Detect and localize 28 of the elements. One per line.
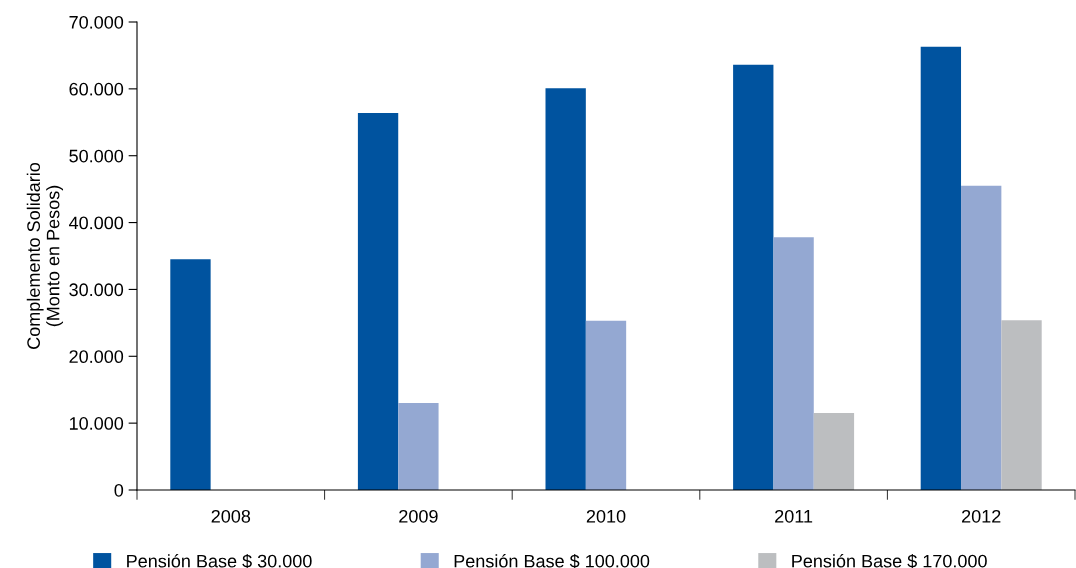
- x-tick-label: 2009: [399, 509, 438, 523]
- legend-label: Pensión Base $ 100.000: [454, 553, 650, 568]
- bar: [545, 88, 586, 490]
- x-tick-label: 2008: [211, 509, 251, 523]
- bar: [585, 320, 627, 490]
- bar: [398, 403, 439, 490]
- y-tick-label: 40.000: [69, 216, 124, 230]
- bar: [357, 112, 399, 490]
- bar: [961, 185, 1002, 490]
- legend-label: Pensión Base $ 30.000: [127, 553, 312, 568]
- bar: [1001, 320, 1042, 490]
- x-tick-label: 2010: [586, 509, 626, 523]
- bar: [813, 413, 855, 490]
- y-tick-label: 20.000: [69, 350, 124, 364]
- y-tick-label: 60.000: [69, 82, 124, 96]
- bar: [733, 64, 774, 490]
- y-tick-label: 10.000: [69, 417, 124, 430]
- y-tick-label: 30.000: [69, 283, 124, 297]
- y-axis-title: Complemento Solidario (Monto en Pesos): [26, 162, 64, 349]
- bar: [773, 237, 814, 490]
- y-tick-label: 0: [114, 483, 124, 497]
- legend-label: Pensión Base $ 170.000: [792, 553, 987, 568]
- x-tick-label: 2011: [775, 509, 813, 523]
- x-tick-label: 2012: [962, 509, 1001, 523]
- bar: [170, 259, 211, 490]
- bar: [920, 46, 962, 490]
- y-tick-label: 70.000: [69, 15, 124, 29]
- y-tick-label: 50.000: [69, 149, 124, 163]
